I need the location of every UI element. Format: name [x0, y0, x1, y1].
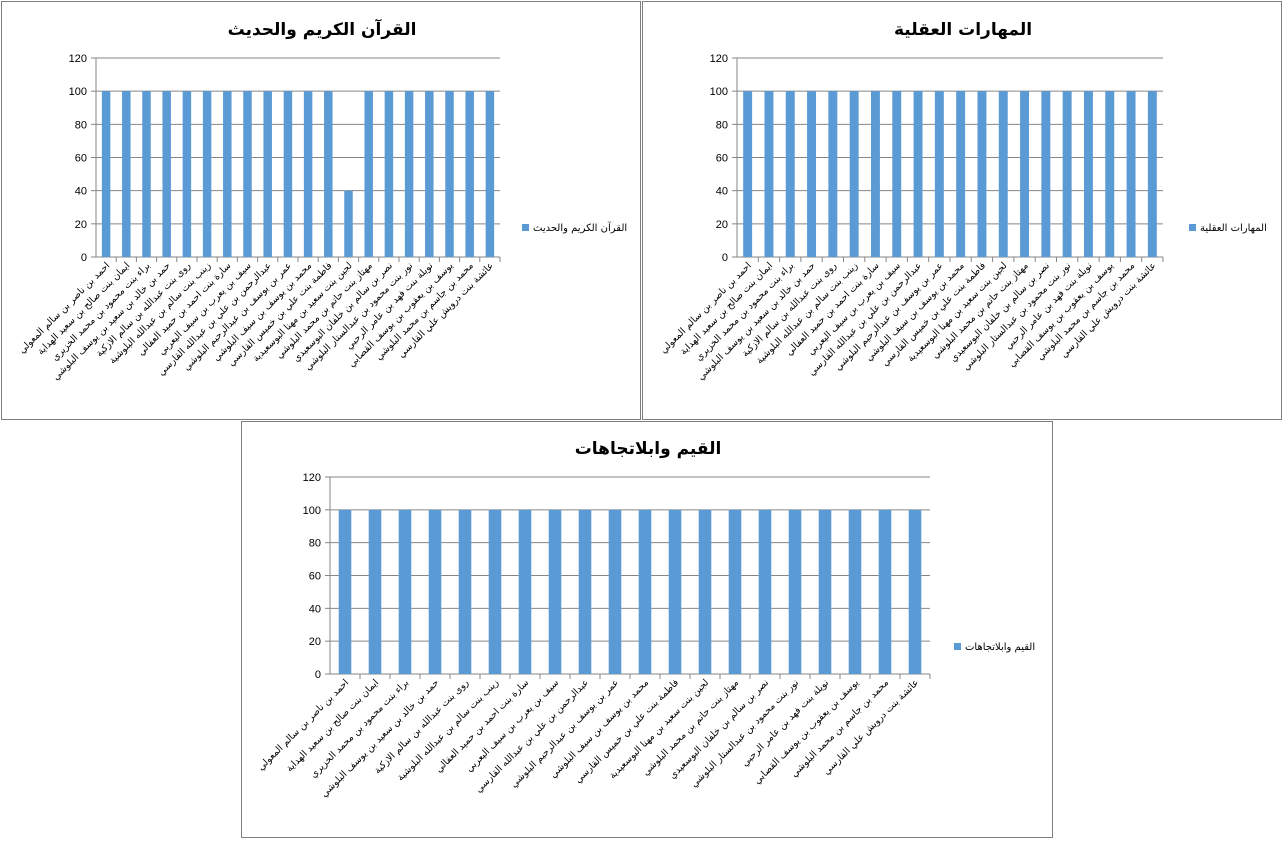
- bar: [908, 509, 922, 674]
- bar: [122, 91, 131, 258]
- y-tick-label: 40: [75, 186, 87, 198]
- bar: [743, 91, 753, 258]
- bar: [956, 91, 966, 258]
- bar: [1105, 91, 1115, 258]
- legend-label: القرآن الكريم والحديث: [533, 221, 627, 234]
- chart-panel-mental-skills: المهارات العقلية 0 20 40 60 80 100 120 احمد بن ن…: [642, 1, 1282, 420]
- bar: [785, 91, 795, 258]
- bar: [913, 91, 923, 258]
- bar: [384, 91, 394, 258]
- y-tick-label: 100: [710, 86, 728, 98]
- bar: [934, 91, 944, 258]
- chart-quran: القرآن الكريم والحديث020406080100120احمد…: [17, 18, 627, 383]
- bar: [364, 91, 373, 258]
- bar: [1126, 91, 1136, 258]
- bar: [698, 509, 712, 674]
- bar: [548, 509, 562, 674]
- bar: [263, 91, 272, 258]
- bar: [344, 190, 353, 257]
- legend-label: المهارات العقلية: [1200, 223, 1267, 234]
- y-tick-label: 40: [716, 186, 728, 198]
- bar: [1062, 91, 1072, 258]
- bar: [878, 509, 892, 674]
- bar: [818, 509, 832, 674]
- legend-swatch: [954, 643, 961, 650]
- bar: [404, 91, 414, 258]
- bar: [368, 509, 382, 674]
- bar: [223, 91, 232, 258]
- bar: [202, 91, 212, 258]
- y-tick-label: 0: [81, 252, 87, 264]
- bar: [142, 91, 151, 258]
- y-tick-label: 40: [309, 603, 321, 615]
- bar: [101, 91, 111, 258]
- bar: [870, 91, 880, 258]
- chart-title: المهارات العقلية: [894, 20, 1032, 40]
- bar: [788, 509, 802, 674]
- y-tick-label: 80: [309, 538, 321, 550]
- y-tick-label: 20: [716, 219, 728, 231]
- bar: [243, 91, 252, 258]
- bar: [162, 91, 171, 258]
- chart-title: القرآن الكريم والحديث: [228, 18, 417, 40]
- chart-panel-quran: القرآن الكريم والحديث 0 20 40 60 80 100 120 احمد…: [1, 1, 641, 420]
- x-category-label: نور بنت محمود بن عبدالستار البلوشي: [689, 677, 801, 789]
- bar: [398, 509, 412, 674]
- bar: [892, 91, 902, 258]
- bar: [488, 509, 502, 674]
- bar: [182, 91, 192, 258]
- chart-title: القيم وابلاتجاهات: [575, 439, 722, 459]
- y-tick-label: 0: [315, 669, 321, 681]
- bar: [485, 91, 495, 258]
- bar: [458, 509, 472, 674]
- bar: [608, 509, 622, 674]
- bar: [1041, 91, 1051, 258]
- y-tick-label: 100: [69, 86, 87, 98]
- y-tick-label: 0: [722, 252, 728, 264]
- bar: [324, 91, 333, 258]
- bar: [807, 91, 817, 258]
- bar: [445, 91, 454, 258]
- y-tick-label: 80: [716, 119, 728, 131]
- bar: [578, 509, 592, 674]
- bar: [425, 91, 434, 258]
- bar: [977, 91, 987, 258]
- bar: [758, 509, 772, 674]
- bar: [828, 91, 838, 258]
- bar: [728, 509, 742, 674]
- y-tick-label: 120: [710, 53, 728, 65]
- x-category-label: عمر بن يوسف بن عبدالرحيم البلوشي: [508, 677, 621, 790]
- legend-swatch: [522, 224, 529, 231]
- y-tick-label: 100: [303, 505, 321, 517]
- bar: [428, 509, 442, 674]
- y-tick-label: 120: [303, 472, 321, 484]
- bar: [638, 509, 652, 674]
- bar: [338, 509, 352, 674]
- bar: [998, 91, 1008, 258]
- bar: [518, 509, 532, 674]
- bar: [1147, 91, 1157, 258]
- bar: [1020, 91, 1030, 258]
- chart-panel-values: القيم وابلاتجاهات 0 20 40 60 80 100 120 احمد بن …: [241, 421, 1053, 838]
- y-tick-label: 120: [69, 53, 87, 65]
- bar: [668, 509, 682, 674]
- bar: [283, 91, 293, 258]
- y-tick-label: 80: [75, 119, 87, 131]
- y-tick-label: 60: [716, 153, 728, 165]
- bar: [848, 509, 862, 674]
- bar: [1083, 91, 1093, 258]
- legend-label: القيم وابلاتجاهات: [965, 642, 1035, 653]
- y-tick-label: 20: [75, 219, 87, 231]
- y-tick-label: 60: [309, 571, 321, 583]
- bar: [849, 91, 859, 258]
- y-tick-label: 60: [75, 153, 87, 165]
- legend-swatch: [1189, 224, 1196, 231]
- bar: [303, 91, 313, 258]
- bar: [465, 91, 474, 258]
- y-tick-label: 20: [309, 636, 321, 648]
- bar: [764, 91, 774, 258]
